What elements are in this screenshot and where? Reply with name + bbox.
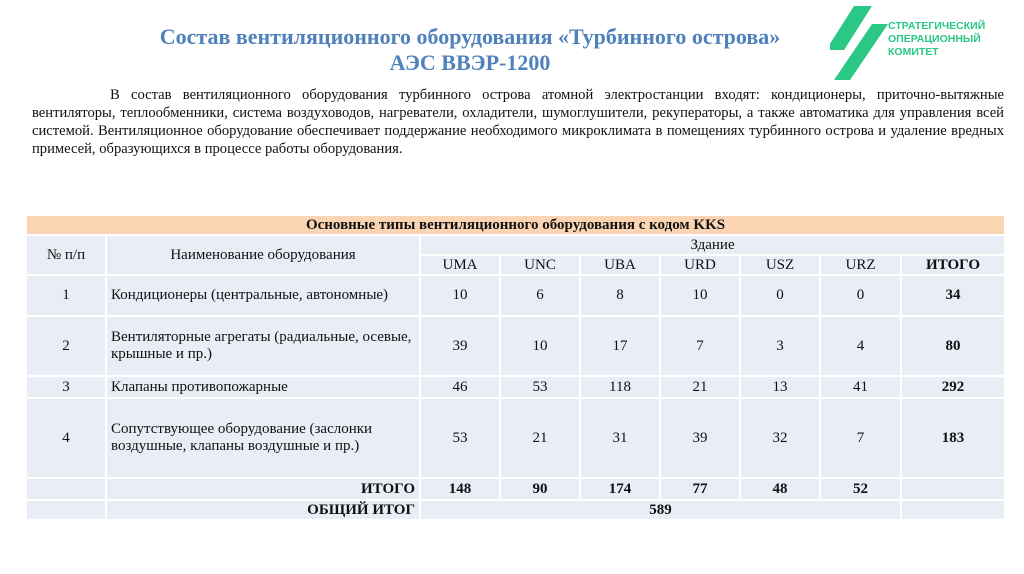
row-total: 292 [899, 375, 1007, 399]
cell: 41 [819, 375, 902, 399]
empty-cell [899, 477, 1007, 501]
cell: 32 [739, 397, 821, 479]
grand-total-row: ОБЩИЙ ИТОГ 589 [25, 499, 1007, 521]
cell: 0 [819, 274, 902, 317]
logo-text: СТРАТЕГИЧЕСКИЙ ОПЕРАЦИОННЫЙ КОМИТЕТ [888, 20, 986, 58]
table-row: 4 Сопутствующее оборудование (заслонки в… [25, 397, 1007, 479]
total-cell: 48 [739, 477, 821, 501]
cell: 21 [659, 375, 741, 399]
table-row: 1 Кондиционеры (центральные, автономные)… [25, 274, 1007, 317]
table-row: 3 Клапаны противопожарные 46 53 118 21 1… [25, 375, 1007, 399]
cell: 39 [659, 397, 741, 479]
cell: 53 [499, 375, 581, 399]
cell: 6 [499, 274, 581, 317]
cell: 4 [819, 315, 902, 377]
col-header-code: USZ [739, 254, 821, 276]
page-title: Состав вентиляционного оборудования «Тур… [159, 24, 781, 49]
col-header-code: UNC [499, 254, 581, 276]
col-header-num: № п/п [25, 234, 107, 276]
cell: 0 [739, 274, 821, 317]
logo-stripes-icon [830, 6, 888, 80]
empty-cell [25, 477, 107, 501]
total-cell: 77 [659, 477, 741, 501]
total-cell: 174 [579, 477, 661, 501]
table-row: 2 Вентиляторные агрегаты (радиальные, ос… [25, 315, 1007, 377]
cell: 17 [579, 315, 661, 377]
col-header-code: URZ [819, 254, 902, 276]
total-cell: 90 [499, 477, 581, 501]
cell: 21 [499, 397, 581, 479]
cell: 10 [419, 274, 501, 317]
row-total: 183 [899, 397, 1007, 479]
totals-row: ИТОГО 148 90 174 77 48 52 [25, 477, 1007, 501]
total-cell: 52 [819, 477, 902, 501]
cell: 7 [659, 315, 741, 377]
row-num: 4 [25, 397, 107, 479]
cell: 39 [419, 315, 501, 377]
row-name: Кондиционеры (центральные, автономные) [105, 274, 421, 317]
col-header-building: Здание [418, 234, 1007, 256]
empty-cell [899, 499, 1007, 521]
cell: 46 [419, 375, 501, 399]
row-num: 3 [25, 375, 107, 399]
grand-total-value: 589 [419, 499, 902, 521]
equipment-table: Основные типы вентиляционного оборудован… [24, 214, 1007, 521]
logo: СТРАТЕГИЧЕСКИЙ ОПЕРАЦИОННЫЙ КОМИТЕТ [830, 6, 1020, 80]
col-header-code: UMA [419, 254, 501, 276]
row-name: Вентиляторные агрегаты (радиальные, осев… [105, 315, 421, 377]
page-subtitle: АЭС ВВЭР-1200 [389, 50, 551, 75]
totals-label: ИТОГО [105, 477, 421, 501]
cell: 13 [739, 375, 821, 399]
cell: 3 [739, 315, 821, 377]
row-num: 1 [25, 274, 107, 317]
cell: 8 [579, 274, 661, 317]
cell: 10 [499, 315, 581, 377]
row-num: 2 [25, 315, 107, 377]
col-header-code: URD [659, 254, 741, 276]
total-cell: 148 [419, 477, 501, 501]
cell: 31 [579, 397, 661, 479]
table-caption: Основные типы вентиляционного оборудован… [24, 214, 1007, 236]
col-header-code: UBA [579, 254, 661, 276]
col-header-total: ИТОГО [899, 254, 1007, 276]
empty-cell [25, 499, 107, 521]
row-total: 34 [899, 274, 1007, 317]
row-total: 80 [899, 315, 1007, 377]
cell: 118 [579, 375, 661, 399]
cell: 7 [819, 397, 902, 479]
cell: 53 [419, 397, 501, 479]
col-header-name: Наименование оборудования [105, 234, 421, 276]
cell: 10 [659, 274, 741, 317]
description-paragraph: В состав вентиляционного оборудования ту… [32, 87, 1004, 157]
grand-total-label: ОБЩИЙ ИТОГ [105, 499, 421, 521]
row-name: Клапаны противопожарные [105, 375, 421, 399]
row-name: Сопутствующее оборудование (заслонки воз… [105, 397, 421, 479]
